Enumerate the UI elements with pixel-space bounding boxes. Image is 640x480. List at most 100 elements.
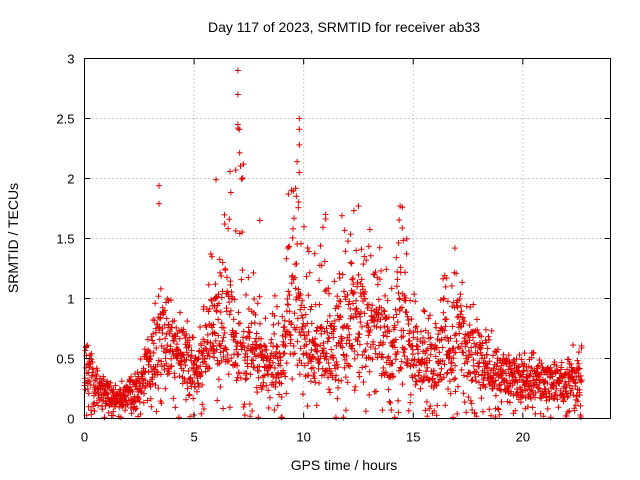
data-point — [532, 394, 539, 401]
data-point — [341, 227, 348, 234]
data-point — [193, 388, 200, 395]
data-point — [161, 307, 168, 314]
data-point — [170, 395, 177, 402]
data-point — [246, 401, 253, 408]
data-point — [376, 244, 383, 251]
data-point — [485, 333, 492, 340]
data-point — [486, 406, 493, 413]
data-point — [197, 372, 204, 379]
data-point — [498, 398, 505, 405]
data-point — [311, 250, 318, 257]
data-point — [384, 324, 391, 331]
data-point — [394, 318, 401, 325]
data-point — [497, 387, 504, 394]
data-point — [328, 346, 335, 353]
data-point — [344, 291, 351, 298]
data-point — [383, 266, 390, 273]
data-point — [221, 329, 228, 336]
data-point — [227, 189, 234, 196]
data-point — [470, 356, 477, 363]
data-point — [324, 338, 331, 345]
data-point — [338, 212, 345, 219]
data-point — [212, 330, 219, 337]
data-point — [133, 405, 140, 412]
data-point — [413, 323, 420, 330]
data-point — [428, 341, 435, 348]
data-point — [380, 332, 387, 339]
data-point — [84, 386, 91, 393]
data-point — [224, 288, 231, 295]
data-point — [222, 267, 229, 274]
data-point — [366, 226, 373, 233]
data-point — [230, 316, 237, 323]
data-point — [225, 225, 232, 232]
data-point — [121, 393, 128, 400]
data-point — [473, 316, 480, 323]
data-point — [158, 400, 165, 407]
data-point — [188, 352, 195, 359]
data-point — [200, 405, 207, 412]
data-point — [453, 338, 460, 345]
data-point — [334, 395, 341, 402]
data-point — [251, 364, 258, 371]
data-point — [283, 390, 290, 397]
data-point — [282, 373, 289, 380]
data-point — [373, 306, 380, 313]
data-point — [255, 374, 262, 381]
data-point — [394, 268, 401, 275]
data-point — [183, 356, 190, 363]
data-point — [471, 340, 478, 347]
data-point — [445, 385, 452, 392]
data-point — [317, 342, 324, 349]
data-point — [355, 369, 362, 376]
data-point — [315, 360, 322, 367]
data-point — [395, 397, 402, 404]
data-point — [163, 331, 170, 338]
data-point — [241, 412, 248, 419]
x-tick-label: 15 — [406, 430, 420, 445]
data-point — [576, 365, 583, 372]
data-point — [463, 303, 470, 310]
data-point — [407, 399, 414, 406]
data-point — [220, 334, 227, 341]
data-point — [552, 392, 559, 399]
data-point — [260, 354, 267, 361]
data-point — [457, 291, 464, 298]
data-point — [348, 313, 355, 320]
data-point — [496, 411, 503, 418]
data-point — [430, 367, 437, 374]
data-point — [357, 313, 364, 320]
data-point — [162, 385, 169, 392]
data-point — [577, 372, 584, 379]
data-point — [395, 239, 402, 246]
data-point — [447, 335, 454, 342]
data-point — [293, 296, 300, 303]
data-point — [235, 309, 242, 316]
data-point — [413, 362, 420, 369]
data-point — [124, 401, 131, 408]
data-point — [133, 383, 140, 390]
data-point — [149, 380, 156, 387]
data-point — [256, 217, 263, 224]
data-point — [205, 281, 212, 288]
data-point — [471, 409, 478, 416]
data-point — [571, 407, 578, 414]
data-point — [153, 408, 160, 415]
data-point — [177, 309, 184, 316]
data-point — [171, 370, 178, 377]
data-point — [286, 243, 293, 250]
data-point — [313, 402, 320, 409]
data-point — [574, 364, 581, 371]
data-point — [505, 352, 512, 359]
data-point — [439, 357, 446, 364]
data-point — [340, 414, 347, 421]
data-point — [449, 345, 456, 352]
data-point — [156, 200, 163, 207]
data-point — [427, 334, 434, 341]
data-point — [312, 335, 319, 342]
data-point — [291, 215, 298, 222]
data-point — [292, 185, 299, 192]
data-point — [272, 383, 279, 390]
data-point — [377, 316, 384, 323]
data-point — [154, 361, 161, 368]
